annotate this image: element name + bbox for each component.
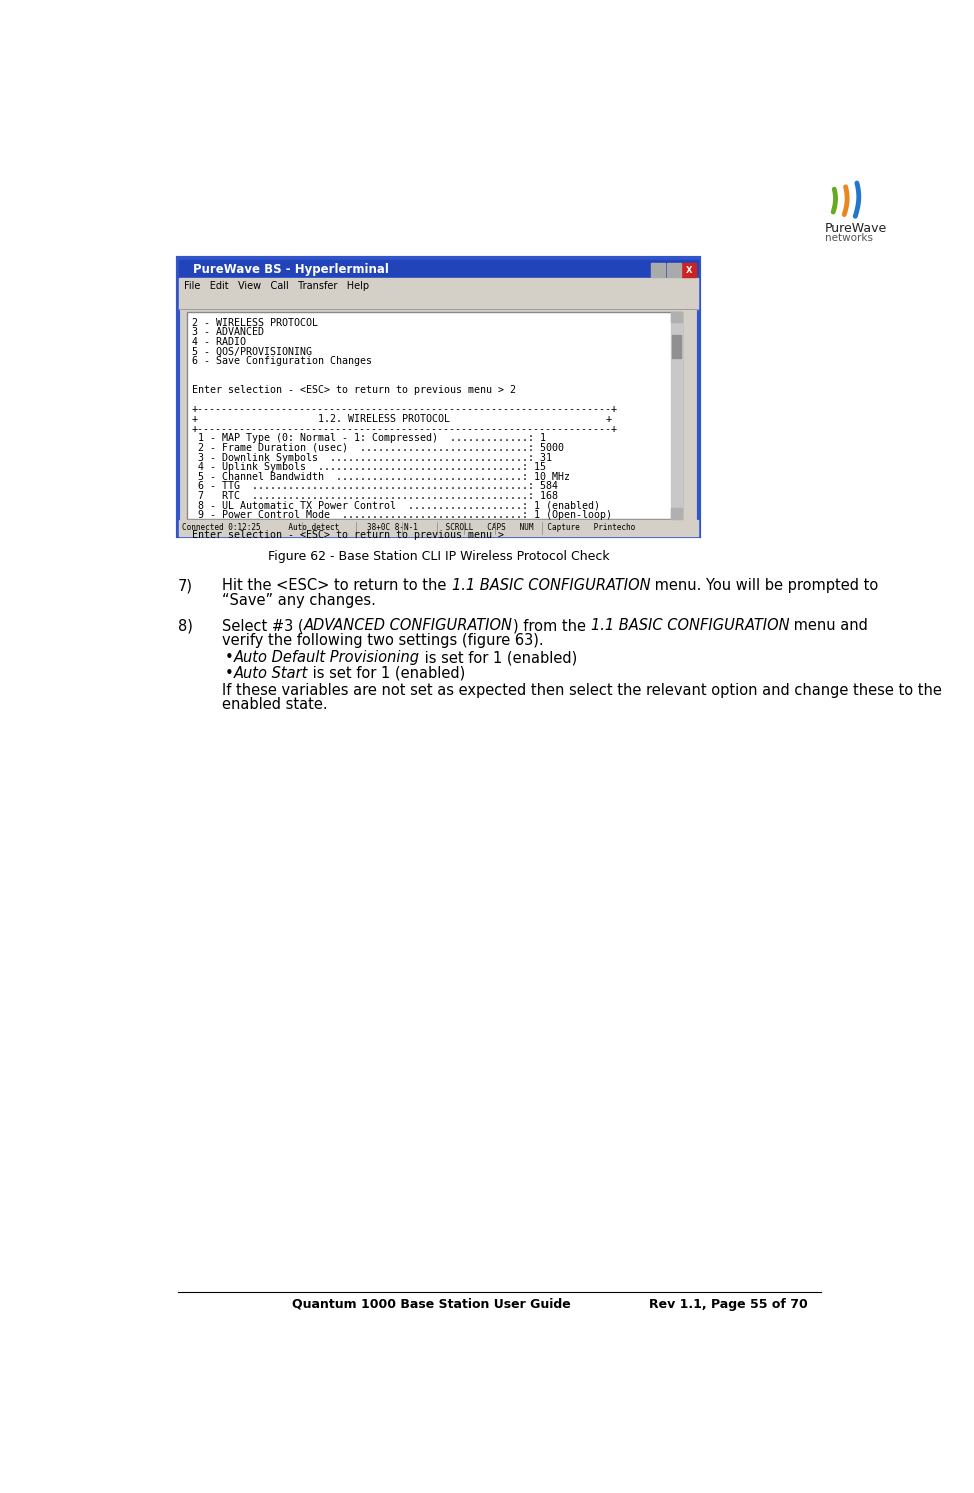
Text: 9 - Power Control Mode  ..............................: 1 (Open-loop): 9 - Power Control Mode .................…: [192, 511, 612, 520]
Text: +---------------------------------------------------------------------+: +---------------------------------------…: [192, 424, 618, 433]
Text: Connected 0:12:25      Auto detect      38+0C 8-N-1      SCROLL   CAPS   NUM   C: Connected 0:12:25 Auto detect 38+0C 8-N-…: [182, 524, 635, 533]
Bar: [682, 263, 696, 276]
Text: Rev 1.1, Page 55 of 70: Rev 1.1, Page 55 of 70: [649, 1297, 807, 1311]
Bar: [179, 260, 697, 279]
Text: 1.1 BASIC CONFIGURATION: 1.1 BASIC CONFIGURATION: [591, 618, 789, 633]
Text: Auto Start: Auto Start: [234, 666, 309, 681]
Text: +                    1.2. WIRELESS PROTOCOL                          +: + 1.2. WIRELESS PROTOCOL +: [192, 414, 612, 424]
Text: is set for 1 (enabled): is set for 1 (enabled): [309, 666, 466, 681]
Text: 3 - Downlink Symbols  .................................: 31: 3 - Downlink Symbols ...................…: [192, 452, 551, 463]
Text: networks: networks: [825, 233, 873, 243]
Text: 1 - MAP Type (0: Normal - 1: Compressed)  .............: 1: 1 - MAP Type (0: Normal - 1: Compressed)…: [192, 433, 545, 443]
Text: Select #3 (: Select #3 (: [222, 618, 304, 633]
Text: X: X: [686, 266, 693, 275]
Text: 8): 8): [177, 618, 193, 633]
Text: 4 - RADIO: 4 - RADIO: [192, 337, 245, 346]
Bar: [187, 312, 682, 518]
Text: enabled state.: enabled state.: [222, 697, 328, 712]
Text: •: •: [225, 666, 234, 681]
Text: •: •: [225, 651, 234, 666]
Text: If these variables are not set as expected then select the relevant option and c: If these variables are not set as expect…: [222, 682, 943, 697]
Text: Auto Default Provisioning: Auto Default Provisioning: [234, 651, 420, 666]
Text: 1.1 BASIC CONFIGURATION: 1.1 BASIC CONFIGURATION: [452, 578, 650, 593]
Text: ADVANCED CONFIGURATION: ADVANCED CONFIGURATION: [304, 618, 513, 633]
Text: Hit the <ESC> to return to the: Hit the <ESC> to return to the: [222, 578, 452, 593]
Bar: [179, 293, 697, 309]
Text: PureWave: PureWave: [825, 222, 887, 236]
Bar: [651, 263, 665, 276]
Text: 5 - Channel Bandwidth  ...............................: 10 MHz: 5 - Channel Bandwidth ..................…: [192, 472, 570, 482]
Text: menu and: menu and: [789, 618, 868, 633]
Bar: [672, 334, 681, 358]
Text: 3 - ADVANCED: 3 - ADVANCED: [192, 327, 264, 337]
Text: Quantum 1000 Base Station User Guide: Quantum 1000 Base Station User Guide: [292, 1297, 571, 1311]
Text: 8 - UL Automatic TX Power Control  ...................: 1 (enabled): 8 - UL Automatic TX Power Control ......…: [192, 500, 600, 511]
Bar: [177, 258, 699, 536]
Bar: [179, 520, 697, 536]
Text: is set for 1 (enabled): is set for 1 (enabled): [420, 651, 578, 666]
Text: PureWave BS - Hyperlerminal: PureWave BS - Hyperlerminal: [193, 263, 389, 276]
Text: “Save” any changes.: “Save” any changes.: [222, 593, 376, 608]
Text: menu. You will be prompted to: menu. You will be prompted to: [650, 578, 879, 593]
Text: 2 - Frame Duration (usec)  ............................: 5000: 2 - Frame Duration (usec) ..............…: [192, 443, 564, 452]
Text: 7   RTC  ..............................................: 168: 7 RTC ..................................…: [192, 491, 557, 502]
Text: Enter selection - <ESC> to return to previous menu >: Enter selection - <ESC> to return to pre…: [192, 530, 504, 539]
Text: Enter selection - <ESC> to return to previous menu > 2: Enter selection - <ESC> to return to pre…: [192, 385, 515, 396]
Text: 5 - QOS/PROVISIONING: 5 - QOS/PROVISIONING: [192, 346, 312, 357]
Text: Figure 62 - Base Station CLI IP Wireless Protocol Check: Figure 62 - Base Station CLI IP Wireless…: [268, 549, 609, 563]
Bar: [666, 263, 681, 276]
Text: 4 - Uplink Symbols  ..................................: 15: 4 - Uplink Symbols .....................…: [192, 463, 545, 472]
Bar: [671, 508, 682, 518]
Bar: [671, 312, 682, 322]
Text: ) from the: ) from the: [513, 618, 591, 633]
Bar: [671, 312, 682, 518]
Text: File   Edit   View   Call   Transfer   Help: File Edit View Call Transfer Help: [184, 281, 369, 291]
Text: 6 - TTG  ..............................................: 584: 6 - TTG ................................…: [192, 481, 557, 491]
Text: verify the following two settings (figure 63).: verify the following two settings (figur…: [222, 633, 544, 648]
Bar: [179, 279, 697, 293]
Text: 6 - Save Configuration Changes: 6 - Save Configuration Changes: [192, 357, 371, 366]
Text: 2 - WIRELESS PROTOCOL: 2 - WIRELESS PROTOCOL: [192, 318, 318, 328]
Text: 7): 7): [177, 578, 193, 593]
Text: +---------------------------------------------------------------------+: +---------------------------------------…: [192, 405, 618, 415]
